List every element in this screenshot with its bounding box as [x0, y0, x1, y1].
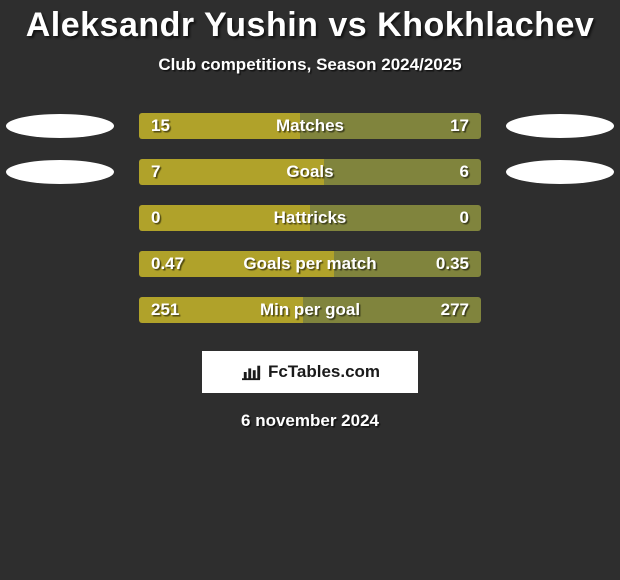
stat-row: 76Goals [0, 159, 620, 185]
stat-bar: 251277Min per goal [139, 297, 481, 323]
stat-row: 00Hattricks [0, 205, 620, 231]
stat-bar: 76Goals [139, 159, 481, 185]
stat-bar: 00Hattricks [139, 205, 481, 231]
stat-bar-left [139, 159, 324, 185]
page-title: Aleksandr Yushin vs Khokhlachev [0, 6, 620, 45]
stat-value-right: 17 [450, 113, 469, 139]
stat-value-right: 6 [460, 159, 469, 185]
stat-value-left: 0 [151, 205, 160, 231]
stat-bar-right [310, 205, 481, 231]
stat-rows: 1517Matches76Goals00Hattricks0.470.35Goa… [0, 113, 620, 323]
stat-value-left: 7 [151, 159, 160, 185]
stat-bar: 1517Matches [139, 113, 481, 139]
stat-row: 0.470.35Goals per match [0, 251, 620, 277]
brand-box: FcTables.com [202, 351, 418, 393]
stat-row: 251277Min per goal [0, 297, 620, 323]
stat-value-left: 15 [151, 113, 170, 139]
stat-bar: 0.470.35Goals per match [139, 251, 481, 277]
player-marker-left [6, 114, 114, 138]
brand-text: FcTables.com [268, 362, 380, 382]
stat-bar-right [324, 159, 481, 185]
stat-value-right: 0.35 [436, 251, 469, 277]
stat-row: 1517Matches [0, 113, 620, 139]
stat-value-left: 0.47 [151, 251, 184, 277]
player-marker-right [506, 114, 614, 138]
date-stamp: 6 november 2024 [0, 411, 620, 431]
page-subtitle: Club competitions, Season 2024/2025 [0, 55, 620, 75]
stat-bar-left [139, 205, 310, 231]
player-marker-left [6, 160, 114, 184]
bar-chart-icon [240, 363, 262, 381]
stat-value-right: 277 [441, 297, 469, 323]
infographic-root: Aleksandr Yushin vs Khokhlachev Club com… [0, 0, 620, 431]
player-marker-right [506, 160, 614, 184]
stat-value-right: 0 [460, 205, 469, 231]
stat-value-left: 251 [151, 297, 179, 323]
